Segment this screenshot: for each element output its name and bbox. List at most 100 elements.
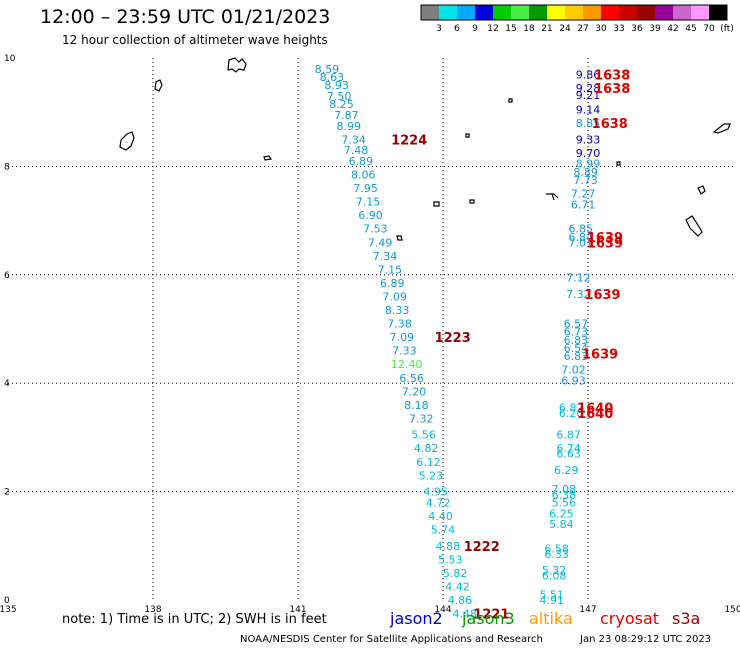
coastline: [508, 98, 513, 103]
wave-height-label: 8.63: [320, 71, 345, 84]
colorbar-label: 9: [472, 24, 478, 34]
wave-height-label: 5.74: [431, 524, 456, 537]
wave-height-label: 4.82: [414, 442, 439, 455]
colorbar-label: (ft): [720, 24, 734, 34]
colorbar-swatch: [637, 5, 655, 20]
wave-height-label: 4.88: [436, 540, 461, 553]
page-subtitle: 12 hour collection of altimeter wave hei…: [62, 33, 328, 47]
colorbar-label: 6: [454, 24, 460, 34]
colorbar-label: 27: [577, 24, 588, 34]
coastline: [263, 155, 273, 161]
wave-height-label: 6.20: [559, 407, 584, 420]
wave-height-label: 8.06: [351, 169, 376, 182]
colorbar-swatch: [655, 5, 673, 20]
wave-height-label: 8.89: [573, 166, 598, 179]
x-tick-label: 138: [144, 605, 161, 615]
wave-height-label: 12.40: [391, 358, 423, 371]
wave-height-label: 8.59: [315, 63, 340, 76]
wave-height-label: 6.63: [556, 448, 581, 461]
wave-height-label: 4.91: [540, 594, 565, 607]
coastline: [712, 123, 731, 134]
wave-height-label: 4.40: [428, 510, 453, 523]
wave-height-label: 7.95: [353, 182, 378, 195]
wave-height-label: 5.53: [438, 553, 463, 566]
x-tick-label: 135: [0, 605, 17, 615]
wave-height-label: 7.50: [327, 90, 352, 103]
colorbar-swatch: [511, 5, 529, 20]
coastline: [227, 57, 247, 73]
coastline: [465, 133, 470, 138]
colorbar-label: 18: [523, 24, 535, 34]
colorbar-label: 70: [703, 24, 715, 34]
colorbar-label: 3: [436, 24, 442, 34]
wave-height-label: 7.33: [392, 345, 417, 358]
wave-height-label: 6.85: [569, 223, 594, 236]
wave-height-label: 4.48: [453, 608, 478, 621]
wave-height-label: 7.08: [552, 483, 577, 496]
satellite-legend-item: s3a: [672, 609, 701, 628]
wave-height-label: 4.72: [426, 496, 451, 509]
wave-height-label: 6.89: [349, 155, 374, 168]
wave-height-label: 8.25: [329, 98, 354, 111]
colorbar-frame: [420, 4, 728, 21]
wave-height-label: 6.74: [556, 442, 581, 455]
grid: [8, 58, 733, 600]
time-annotation: 1638: [592, 117, 628, 132]
wave-height-label: 7.02: [561, 364, 586, 377]
wave-height-label: 7.15: [378, 263, 403, 276]
wave-height-label: 8.18: [404, 399, 429, 412]
time-annotation: 1640: [577, 407, 613, 422]
colorbar: 3 6 9 12 15 18 21 24 27 30 33 36 39 42 45 70 (ft): [420, 4, 734, 34]
time-annotation: 1638: [594, 68, 630, 83]
wave-height-label: 8.99: [576, 158, 601, 171]
time-annotation: 1640: [577, 402, 613, 417]
wave-height-label: 5.56: [411, 429, 436, 442]
coastline: [469, 199, 475, 204]
time-annotation: 1223: [435, 331, 471, 346]
footer-timestamp: Jan 23 08:29:12 UTC 2023: [580, 634, 712, 645]
wave-height-label: 7.48: [344, 144, 369, 157]
colorbar-swatch: [619, 5, 637, 20]
time-annotations: 1224122312221221163816381638163916391639…: [391, 68, 630, 622]
time-annotation: 1639: [582, 347, 618, 362]
coastline: [396, 235, 403, 241]
wave-height-label: 6.33: [544, 548, 569, 561]
wave-height-label: 6.73: [564, 326, 589, 339]
y-tick-label: 10: [4, 54, 16, 64]
wave-height-label: 9.86: [576, 68, 601, 81]
wave-height-label: 7.15: [356, 196, 381, 209]
wave-height-label: 6.89: [380, 277, 405, 290]
coastline: [685, 215, 703, 237]
wave-height-label: 9.21: [576, 89, 601, 102]
wave-height-label: 6.90: [358, 209, 383, 222]
wave-height-label: 6.08: [542, 570, 567, 583]
time-annotation: 1221: [473, 608, 509, 623]
wave-height-label: 5.56: [552, 496, 577, 509]
wave-height-label: 9.70: [576, 147, 601, 160]
colorbar-swatch: [583, 5, 601, 20]
colorbar-label: 45: [685, 24, 696, 34]
wave-height-label: 4.86: [448, 594, 473, 607]
wave-height-label: 6.58: [544, 543, 569, 556]
x-tick-label: 150: [724, 605, 740, 615]
colorbar-swatch: [565, 5, 583, 20]
satellite-legend-item: cryosat: [600, 609, 660, 628]
y-tick-label: 2: [4, 488, 10, 498]
wave-height-label: 6.56: [399, 372, 424, 385]
wave-height-label: 9.33: [576, 133, 601, 146]
time-annotation: 1224: [391, 133, 427, 148]
wave-height-label: 6.71: [571, 198, 596, 211]
colorbar-label: 33: [613, 24, 624, 34]
time-annotation: 1638: [594, 82, 630, 97]
coastline-outlines: [119, 57, 731, 241]
colorbar-label: 30: [595, 24, 607, 34]
time-annotation: 1639: [584, 288, 620, 303]
y-tick-label: 4: [4, 379, 10, 389]
colorbar-label: 15: [505, 24, 516, 34]
wave-height-label: 6.57: [564, 318, 589, 331]
colorbar-label: 21: [541, 24, 552, 34]
wave-height-label: 7.73: [573, 174, 598, 187]
colorbar-swatch: [475, 5, 493, 20]
y-tick-label: 0: [4, 596, 10, 606]
colorbar-label: 12: [487, 24, 498, 34]
